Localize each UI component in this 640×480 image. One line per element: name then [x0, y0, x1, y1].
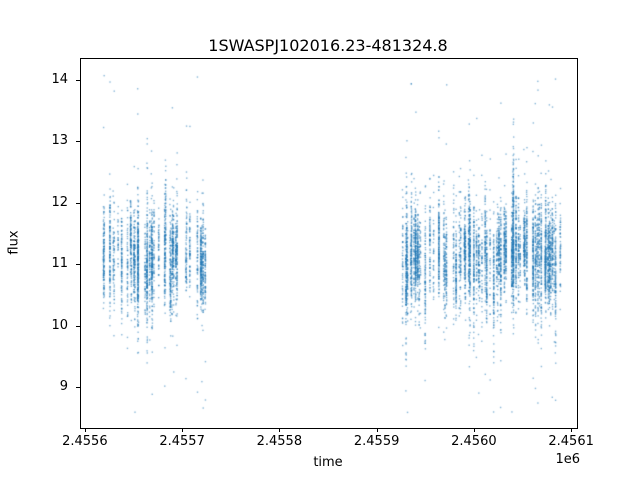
x-tick-label: 2.4559: [353, 434, 400, 449]
x-tick-label: 2.4561: [548, 434, 594, 449]
x-tick-label: 2.4558: [256, 434, 303, 449]
y-tick-label: 9: [59, 379, 68, 395]
y-tick-label: 14: [51, 71, 68, 87]
scatter-points-canvas: [81, 59, 577, 428]
x-axis-offset-label: 1e6: [555, 452, 580, 467]
y-tick-mark: [76, 325, 80, 327]
y-tick-label: 10: [51, 317, 68, 333]
y-tick-mark: [76, 79, 80, 81]
x-axis-label: time: [313, 455, 343, 470]
y-tick-label: 12: [51, 194, 68, 210]
x-tick-mark: [279, 428, 281, 432]
x-tick-label: 2.4560: [451, 434, 497, 449]
y-tick-mark: [76, 202, 80, 204]
x-tick-label: 2.4557: [159, 434, 205, 449]
chart-title: 1SWASPJ102016.23-481324.8: [208, 36, 448, 55]
x-tick-label: 2.4556: [62, 434, 108, 449]
plot-area: [80, 58, 578, 429]
y-tick-mark: [76, 141, 80, 143]
x-tick-mark: [376, 428, 378, 432]
y-axis-label: flux: [6, 230, 22, 255]
y-tick-label: 11: [51, 256, 68, 272]
x-tick-mark: [473, 428, 475, 432]
y-tick-mark: [76, 387, 80, 389]
x-tick-mark: [571, 428, 573, 432]
x-tick-mark: [84, 428, 86, 432]
x-tick-mark: [182, 428, 184, 432]
y-tick-mark: [76, 264, 80, 266]
y-tick-label: 13: [51, 133, 68, 149]
